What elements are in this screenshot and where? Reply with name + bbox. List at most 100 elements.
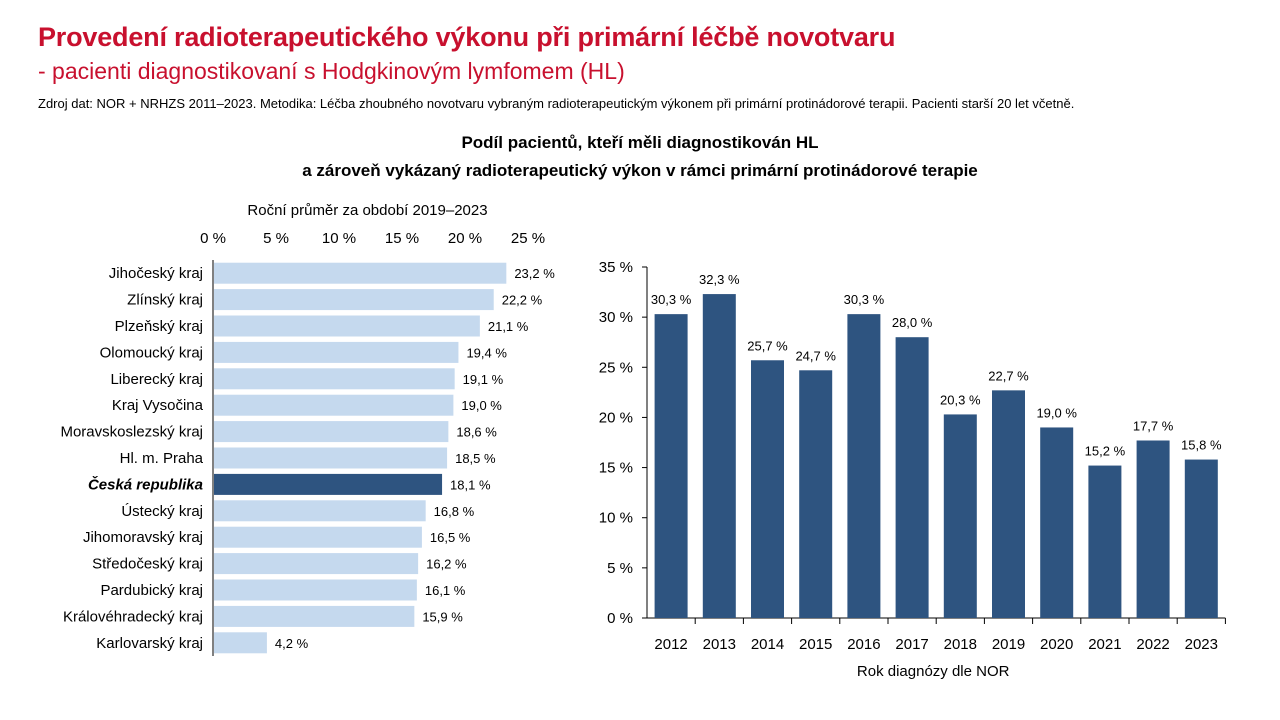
category-label: Jihomoravský kraj (83, 529, 203, 546)
year-bar (702, 294, 736, 618)
page-subtitle: - pacienti diagnostikovaní s Hodgkinovým… (38, 58, 625, 84)
x-tick-label: 2019 (992, 636, 1025, 653)
national-bar (214, 473, 443, 495)
x-tick-label: 2022 (1136, 636, 1169, 653)
year-bar (654, 314, 688, 618)
x-tick-label: 2012 (654, 636, 687, 653)
x-tick-label: 0 % (200, 230, 226, 247)
data-label: 23,2 % (514, 266, 555, 281)
data-label: 20,3 % (940, 392, 981, 407)
data-label: 21,1 % (488, 319, 529, 334)
category-label: Zlínský kraj (127, 292, 203, 309)
year-bar (1184, 459, 1218, 618)
x-tick-label: 2018 (944, 636, 977, 653)
x-tick-label: 2014 (751, 636, 784, 653)
x-tick-label: 2015 (799, 636, 832, 653)
data-label: 32,3 % (699, 272, 740, 287)
x-tick-label: 10 % (322, 230, 356, 247)
y-tick-label: 5 % (607, 560, 633, 577)
category-label: Středočeský kraj (92, 556, 203, 573)
year-bar (895, 337, 929, 618)
data-label: 15,9 % (422, 609, 463, 624)
data-label: 19,0 % (1036, 405, 1077, 420)
year-bar (992, 390, 1025, 618)
year-bar (1040, 427, 1074, 618)
category-label: Královéhradecký kraj (63, 608, 203, 625)
region-bar (214, 605, 415, 627)
region-bar (214, 526, 422, 548)
category-label: Liberecký kraj (110, 371, 203, 388)
data-label: 19,1 % (463, 372, 504, 387)
category-label: Moravskoslezský kraj (60, 424, 203, 441)
data-label: 15,2 % (1085, 444, 1126, 459)
x-tick-label: 25 % (511, 230, 545, 247)
x-tick-label: 2013 (703, 636, 736, 653)
data-label: 22,7 % (988, 368, 1029, 383)
chart-title-line1: Podíl pacientů, kteří měli diagnostiková… (461, 133, 819, 152)
year-bar (751, 360, 784, 618)
year-bar (943, 414, 977, 618)
y-tick-label: 35 % (599, 259, 633, 276)
year-bar (1136, 440, 1170, 618)
x-tick-label: 5 % (263, 230, 289, 247)
year-bar (799, 370, 833, 618)
data-label: 19,4 % (466, 345, 507, 360)
region-bar (214, 500, 426, 522)
data-label: 18,5 % (455, 451, 496, 466)
data-label: 16,5 % (430, 530, 471, 545)
x-tick-label: 2017 (895, 636, 928, 653)
left-chart-title: Roční průměr za období 2019–2023 (247, 202, 487, 219)
data-label: 30,3 % (844, 292, 885, 307)
y-tick-label: 10 % (599, 510, 633, 527)
data-label: 18,6 % (456, 425, 497, 440)
data-label: 15,8 % (1181, 438, 1222, 453)
x-tick-label: 2023 (1185, 636, 1218, 653)
region-bar (214, 579, 417, 601)
x-tick-label: 2016 (847, 636, 880, 653)
data-label: 16,1 % (425, 583, 466, 598)
data-source-note: Zdroj dat: NOR + NRHZS 2011–2023. Metodi… (38, 96, 1075, 111)
data-label: 22,2 % (502, 293, 543, 308)
category-label: Hl. m. Praha (120, 450, 204, 467)
region-bar (214, 315, 480, 337)
data-label: 25,7 % (747, 338, 788, 353)
category-label: Pardubický kraj (100, 582, 203, 599)
category-label: Plzeňský kraj (115, 318, 203, 335)
region-bar (214, 262, 507, 284)
category-label: Ústecký kraj (121, 503, 203, 520)
region-bar (214, 421, 449, 443)
region-bar (214, 341, 459, 363)
y-tick-label: 30 % (599, 309, 633, 326)
category-label: Česká republika (88, 475, 203, 493)
x-tick-label: 20 % (448, 230, 482, 247)
data-label: 19,0 % (461, 398, 502, 413)
region-bar (214, 289, 494, 311)
y-tick-label: 25 % (599, 359, 633, 376)
data-label: 18,1 % (450, 477, 491, 492)
y-tick-label: 15 % (599, 460, 633, 477)
data-label: 4,2 % (275, 636, 309, 651)
region-bar (214, 553, 419, 575)
data-label: 16,2 % (426, 557, 467, 572)
data-label: 16,8 % (434, 504, 475, 519)
region-bar (214, 368, 455, 390)
category-label: Kraj Vysočina (112, 397, 204, 414)
data-label: 17,7 % (1133, 418, 1174, 433)
chart-title-line2: a zároveň vykázaný radioterapeutický výk… (302, 161, 978, 180)
year-bar (847, 314, 881, 618)
x-tick-label: 2021 (1088, 636, 1121, 653)
data-label: 24,7 % (795, 348, 836, 363)
x-tick-label: 2020 (1040, 636, 1073, 653)
category-label: Olomoucký kraj (100, 344, 203, 361)
data-label: 30,3 % (651, 292, 692, 307)
region-bar (214, 447, 448, 469)
category-label: Jihočeský kraj (109, 265, 203, 282)
region-bar (214, 632, 267, 654)
y-tick-label: 0 % (607, 610, 633, 627)
x-tick-label: 15 % (385, 230, 419, 247)
year-bar (1088, 465, 1122, 618)
page-title: Provedení radioterapeutického výkonu při… (38, 22, 896, 52)
x-axis-title: Rok diagnózy dle NOR (857, 663, 1010, 680)
region-bar (214, 394, 454, 416)
